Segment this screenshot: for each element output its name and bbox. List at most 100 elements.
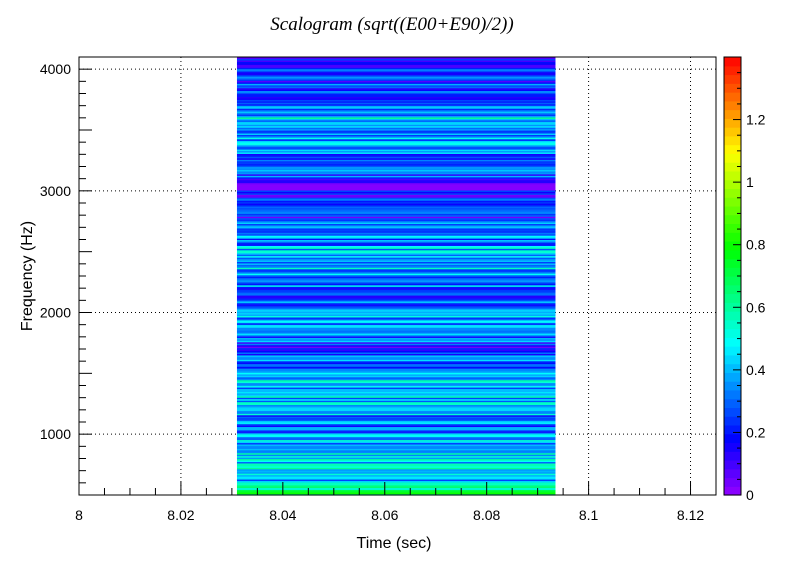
heatmap-stripe — [236, 375, 556, 378]
heatmap-stripe — [236, 350, 556, 353]
heatmap-stripe — [236, 294, 556, 298]
heatmap-stripe — [236, 471, 556, 474]
heatmap-stripe — [236, 208, 556, 211]
heatmap-stripe — [236, 159, 556, 162]
colorbar-swatch — [724, 57, 741, 67]
x-tick-label: 8.04 — [269, 507, 296, 523]
x-tick-label: 8.06 — [371, 507, 398, 523]
heatmap-stripe — [236, 83, 556, 86]
colorbar-swatch — [724, 337, 741, 347]
heatmap-stripe — [236, 443, 556, 446]
heatmap-stripe — [236, 156, 556, 159]
x-tick-label: 8.08 — [473, 507, 500, 523]
colorbar-swatch — [724, 267, 741, 277]
heatmap-stripe — [236, 281, 556, 284]
heatmap-stripe — [236, 170, 556, 173]
heatmap-stripe — [236, 119, 556, 122]
colorbar-swatch — [724, 197, 741, 207]
heatmap-stripe — [236, 236, 556, 239]
heatmap-stripe — [236, 189, 556, 192]
colorbar-swatch — [724, 258, 741, 268]
heatmap-stripe — [236, 341, 556, 344]
heatmap-stripe — [236, 280, 556, 283]
colorbar-swatch — [724, 127, 741, 137]
heatmap-stripe — [236, 296, 556, 299]
heatmap-stripe — [236, 182, 556, 185]
heatmap-stripe — [236, 232, 556, 235]
colorbar-swatch — [724, 240, 741, 251]
heatmap-stripe — [236, 344, 556, 347]
heatmap-stripe — [236, 78, 556, 81]
heatmap-stripe — [236, 283, 556, 286]
heatmap-stripe — [236, 207, 556, 210]
heatmap-stripe — [236, 424, 556, 427]
heatmap-stripe — [236, 309, 556, 312]
colorbar-swatch — [724, 459, 741, 470]
heatmap-stripe — [236, 58, 556, 61]
heatmap-stripe — [236, 265, 556, 268]
heatmap-stripe — [236, 334, 556, 337]
heatmap-stripe — [236, 448, 556, 451]
heatmap-stripe — [236, 108, 556, 111]
heatmap-stripe — [236, 240, 556, 244]
heatmap-stripe — [236, 109, 556, 112]
heatmap-stripe — [236, 74, 556, 77]
heatmap-stripe — [236, 93, 556, 96]
heatmap-stripe — [236, 255, 556, 258]
colorbar-swatch — [724, 100, 741, 111]
heatmap-stripe — [236, 346, 556, 349]
heatmap-stripe — [236, 259, 556, 262]
heatmap-stripe — [236, 238, 556, 241]
heatmap-stripe — [236, 61, 556, 64]
colorbar-swatch — [724, 214, 741, 225]
colorbar-swatch — [724, 319, 741, 330]
colorbar-swatch — [724, 293, 741, 303]
heatmap-stripe — [236, 105, 556, 108]
heatmap-stripe — [236, 423, 556, 426]
heatmap-stripe — [236, 203, 556, 206]
heatmap-stripe — [236, 102, 556, 105]
heatmap-stripe — [236, 487, 556, 490]
heatmap-stripe — [236, 68, 556, 71]
heatmap-stripe — [236, 480, 556, 483]
colorbar-swatch — [724, 389, 741, 400]
heatmap-stripe — [236, 430, 556, 433]
heatmap-stripe — [236, 267, 556, 270]
heatmap-stripe — [236, 220, 556, 223]
colorbar-swatch — [724, 205, 741, 216]
heatmap-stripe — [236, 124, 556, 127]
heatmap-stripe — [236, 365, 556, 368]
heatmap-stripe — [236, 184, 556, 187]
heatmap-stripe — [236, 122, 556, 125]
heatmap-stripe — [236, 481, 556, 484]
heatmap-stripe — [236, 130, 556, 133]
heatmap-stripe — [236, 422, 556, 425]
heatmap-stripe — [236, 92, 556, 95]
heatmap-stripe — [236, 134, 556, 137]
heatmap-stripe — [236, 369, 556, 372]
heatmap-stripe — [236, 65, 556, 68]
heatmap-stripe — [236, 143, 556, 146]
heatmap-stripe — [236, 173, 556, 176]
colorbar-swatch — [724, 276, 741, 286]
colorbar-swatch — [724, 328, 741, 338]
heatmap-stripe — [236, 376, 556, 379]
heatmap-stripe — [236, 426, 556, 429]
colorbar-swatch — [724, 65, 741, 76]
heatmap-stripe — [236, 211, 556, 214]
colorbar-swatch — [724, 223, 741, 233]
heatmap-stripe — [236, 258, 556, 261]
y-tick-label: 3000 — [40, 183, 71, 199]
heatmap-stripe — [236, 322, 556, 325]
heatmap-stripe — [236, 146, 556, 149]
heatmap-stripe — [236, 416, 556, 419]
heatmap-stripe — [236, 440, 556, 444]
heatmap-stripe — [236, 251, 556, 254]
colorbar-tick-label: 0.4 — [746, 362, 766, 378]
heatmap-stripe — [236, 324, 556, 327]
heatmap-stripe — [236, 214, 556, 217]
colorbar-tick-label: 0 — [746, 487, 754, 503]
colorbar-swatch — [724, 372, 741, 382]
heatmap-stripe — [236, 125, 556, 128]
